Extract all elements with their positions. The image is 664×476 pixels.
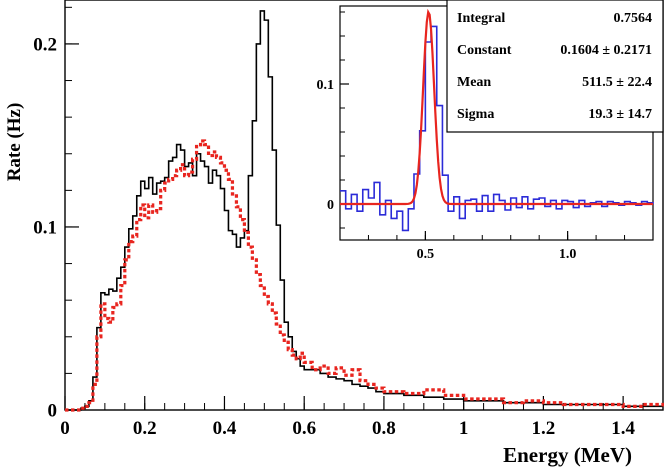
x-tick-label: 1.2 (532, 418, 556, 439)
stats-value-sigma: 19.3 ± 14.7 (588, 107, 652, 122)
x-tick-label: 1 (459, 418, 469, 439)
inset-series-group (340, 8, 654, 232)
series-line-1 (340, 8, 653, 206)
stats-value-integral: 0.7564 (614, 11, 653, 26)
stats-label-mean: Mean (457, 75, 491, 90)
x-tick-label: 0.2 (133, 418, 157, 439)
stats-value-mean: 511.5 ± 22.4 (582, 75, 652, 90)
inset-x-tick-labels: 0.5 1.0 (417, 247, 577, 262)
inset-y-tick-labels: 00.1 (317, 78, 335, 213)
x-tick-label: 1.0 (559, 247, 577, 262)
series-line-1 (65, 139, 664, 412)
y-tick-label: 0.1 (317, 78, 335, 93)
stats-box-frame (446, 0, 664, 133)
stats-label-integral: Integral (457, 11, 505, 26)
stats-value-constant: 0.1604 ± 0.2171 (560, 43, 652, 58)
y-tick-label: 0.2 (33, 35, 57, 56)
x-tick-label: 0.8 (372, 418, 396, 439)
x-tick-label: 0.5 (417, 247, 435, 262)
x-tick-label: 0 (60, 418, 70, 439)
x-tick-label: 0.6 (292, 418, 316, 439)
x-tick-label: 1.4 (611, 418, 635, 439)
main-x-tick-labels: 0 0.2 0.4 0.6 0.8 1 1.2 1.4 (60, 418, 635, 439)
y-tick-label: 0 (48, 401, 58, 422)
y-tick-label: 0.1 (33, 218, 57, 239)
main-series-group (65, 10, 664, 412)
x-tick-label: 0.4 (213, 418, 237, 439)
stats-label-constant: Constant (457, 43, 512, 58)
stats-label-sigma: Sigma (457, 107, 494, 122)
y-axis-title: Rate (Hz) (4, 103, 25, 182)
x-axis-title: Energy (MeV) (503, 443, 632, 467)
stats-box: Integral 0.7564 Constant 0.1604 ± 0.2171… (446, 0, 664, 133)
main-y-tick-labels: 0 0.1 0.2 (33, 35, 57, 422)
y-tick-label: 0 (327, 198, 334, 213)
